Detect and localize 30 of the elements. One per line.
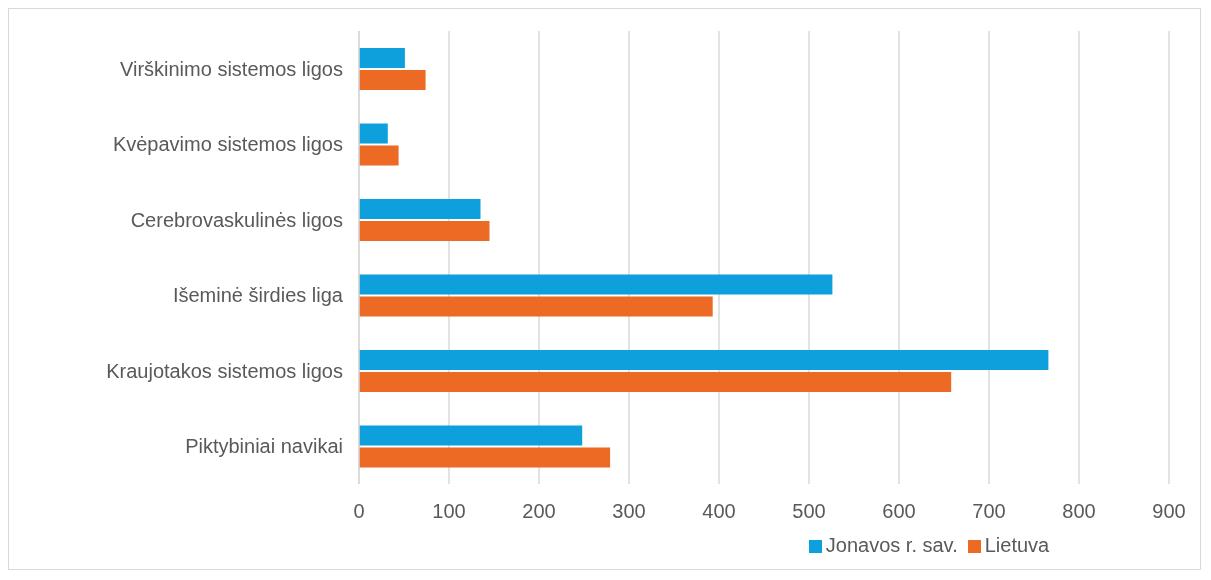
bar (359, 350, 1049, 370)
legend-label: Lietuva (984, 534, 1050, 556)
x-tick-label: 500 (792, 500, 826, 523)
x-tick-label: 100 (432, 500, 466, 523)
y-tick-label: Kraujotakos sistemos ligos (106, 359, 343, 382)
bar (359, 48, 405, 68)
bar (359, 372, 952, 392)
x-tick-label: 400 (702, 500, 736, 523)
x-tick-label: 900 (1152, 500, 1186, 523)
y-tick-label: Cerebrovaskulinės ligos (130, 208, 343, 231)
bar (359, 123, 388, 144)
bar (359, 221, 490, 241)
y-tick-label: Virškinimo sistemos ligos (119, 57, 343, 80)
x-tick-label: 700 (972, 500, 1006, 523)
x-tick-label: 0 (353, 500, 365, 523)
x-tick-label: 300 (612, 500, 646, 523)
bar (359, 447, 611, 468)
y-tick-label: Kvėpavimo sistemos ligos (112, 133, 343, 156)
bar (359, 145, 399, 166)
legend-label: Jonavos r. sav. (825, 534, 958, 556)
x-tick-label: 200 (522, 500, 556, 523)
bar (359, 199, 481, 219)
bar (359, 70, 426, 90)
x-tick-label: 800 (1062, 500, 1096, 523)
y-tick-label: Išeminė širdies liga (172, 284, 344, 307)
y-tick-label: Piktybiniai navikai (185, 435, 343, 458)
x-tick-label: 600 (882, 500, 916, 523)
bar (359, 296, 713, 317)
bar (359, 425, 583, 446)
bar (359, 274, 833, 295)
